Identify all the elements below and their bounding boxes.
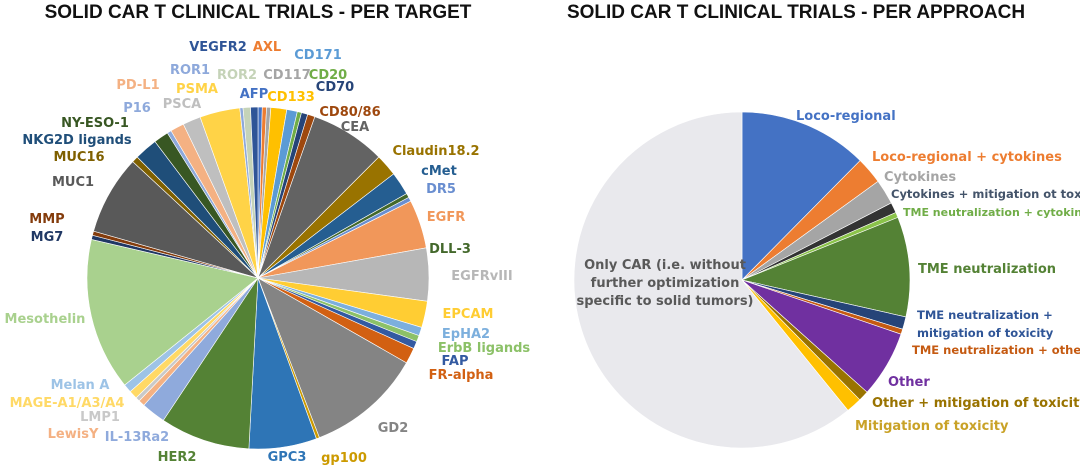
slice-label: HER2 [158, 450, 197, 465]
slice-label: Melan A [51, 378, 110, 393]
slice-label: Other [888, 375, 930, 390]
slice-label: P16 [123, 101, 151, 116]
slice-label: Mesothelin [5, 312, 86, 327]
target-chart-title: SOLID CAR T CLINICAL TRIALS - PER TARGET [44, 2, 472, 23]
approach-chart-title: SOLID CAR T CLINICAL TRIALS - PER APPROA… [566, 2, 1026, 23]
slice-label: MUC16 [53, 150, 104, 165]
pie-slice-loco-regional [741, 111, 861, 281]
slice-label: ROR2 [217, 68, 257, 83]
slice-label: cMet [421, 164, 457, 179]
slice-label: EGFRvIII [451, 269, 512, 284]
slice-label: TME neutralization [918, 262, 1056, 277]
slice-label: LMP1 [80, 410, 120, 425]
slice-label: Loco-regional [796, 109, 896, 124]
slice-label: Only CAR (i.e. without further optimizati… [576, 258, 753, 309]
slice-label: LewisY [48, 427, 99, 442]
slice-label: Claudin18.2 [392, 144, 479, 159]
slice-label: DR5 [426, 182, 456, 197]
slice-label: Loco-regional + cytokines [872, 150, 1062, 165]
pie-slice-vegfr2 [250, 106, 259, 279]
slice-label: ErbB ligands [438, 341, 531, 356]
slice-label: GPC3 [268, 450, 307, 465]
slice-label: NY-ESO-1 [61, 116, 129, 131]
slice-label: GD2 [378, 421, 409, 436]
slice-label: IL-13Ra2 [105, 430, 169, 445]
slice-label: CD171 [294, 48, 341, 63]
slice-label: PSMA [176, 82, 218, 97]
slice-label: TME neutralization + other [912, 343, 1080, 357]
slice-label: DLL-3 [429, 242, 471, 257]
slice-label: FAP [442, 354, 469, 369]
slice-label: CEA [341, 120, 369, 135]
slice-label: FR-alpha [429, 368, 494, 383]
slice-label: EpHA2 [442, 327, 490, 342]
pie-slice-gd2 [257, 277, 407, 438]
slice-label: MMP [29, 212, 64, 227]
slice-label: TME neutralization + cytokines [903, 206, 1080, 219]
pie-slice-mesothelin [86, 239, 259, 386]
slice-label: EGFR [427, 210, 465, 225]
slice-label: CD117 [263, 68, 310, 83]
slice-label: AFP [240, 87, 268, 102]
slice-label: CD20 [309, 68, 347, 83]
pie-slice-her2 [162, 276, 259, 450]
slice-label: CD70 [316, 80, 354, 95]
pie-slice-only-car-i-e-without-further-optimization-specific-to-solid-tumors- [573, 111, 849, 449]
slice-label: PSCA [163, 97, 202, 112]
slice-label: ROR1 [170, 63, 210, 78]
slice-label: Cytokines + mitigation ot toxicity [891, 187, 1080, 201]
slice-label: Mitigation of toxicity [855, 419, 1009, 434]
slice-label: MG7 [31, 230, 64, 245]
slice-label: NKG2D ligands [22, 133, 132, 148]
slice-label: VEGFR2 [189, 40, 247, 55]
slice-label: PD-L1 [116, 78, 159, 93]
slice-label: CD133 [267, 90, 314, 105]
slice-label: EPCAM [443, 307, 494, 322]
slice-label: Cytokines [884, 170, 956, 185]
slice-label: CD80/86 [319, 105, 380, 120]
slice-label: TME neutralization + mitigation of toxici… [917, 308, 1054, 340]
slice-label: Other + mitigation of toxicity [872, 396, 1080, 411]
slice-label: AXL [253, 40, 281, 55]
slice-label: gp100 [321, 451, 367, 465]
slice-label: MAGE-A1/A3/A4 [10, 396, 125, 411]
slice-label: MUC1 [52, 175, 94, 190]
pie-slice-tme-neutralization [740, 216, 911, 318]
